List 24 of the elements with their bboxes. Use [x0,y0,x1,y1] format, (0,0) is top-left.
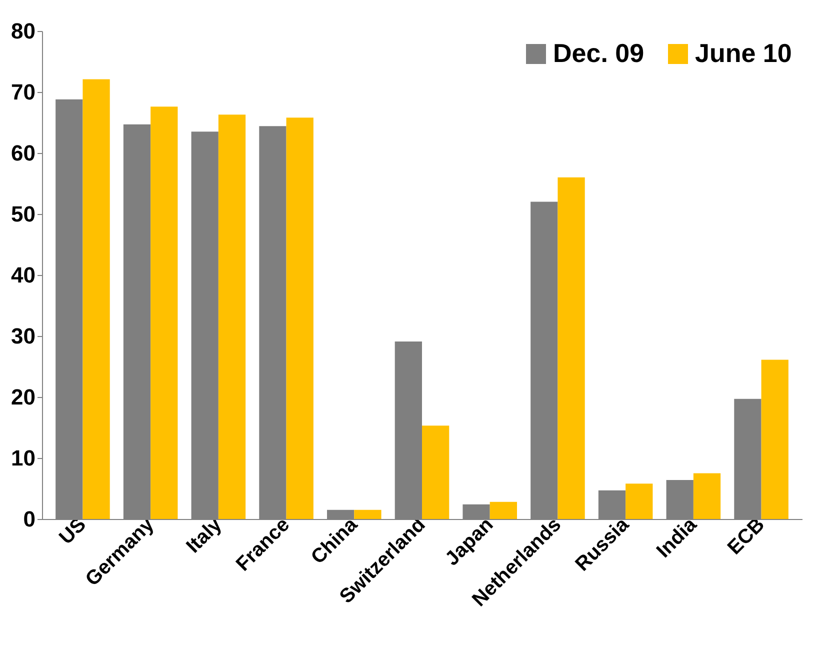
bar [422,426,450,519]
bar [761,360,788,519]
legend-label: June 10 [695,38,792,68]
bar [693,473,721,519]
y-tick-label: 80 [11,18,36,44]
bar [490,502,517,519]
bar [354,510,382,519]
bar [626,484,653,519]
y-tick-label: 10 [11,446,36,470]
y-tick-label: 70 [11,80,36,104]
legend-label: Dec. 09 [553,38,644,68]
bar [286,118,314,519]
x-tick-label: US [55,514,90,549]
y-tick-label: 50 [11,202,36,226]
y-tick-label: 30 [11,324,36,348]
bar [150,106,178,519]
x-tick-label: Italy [182,513,227,558]
y-tick-label: 20 [11,384,36,410]
bar [82,79,110,519]
y-tick-label: 40 [11,262,36,288]
bar [558,177,585,519]
bar [218,114,246,519]
y-tick-label: 60 [11,140,36,166]
y-tick-label: 0 [23,506,36,532]
